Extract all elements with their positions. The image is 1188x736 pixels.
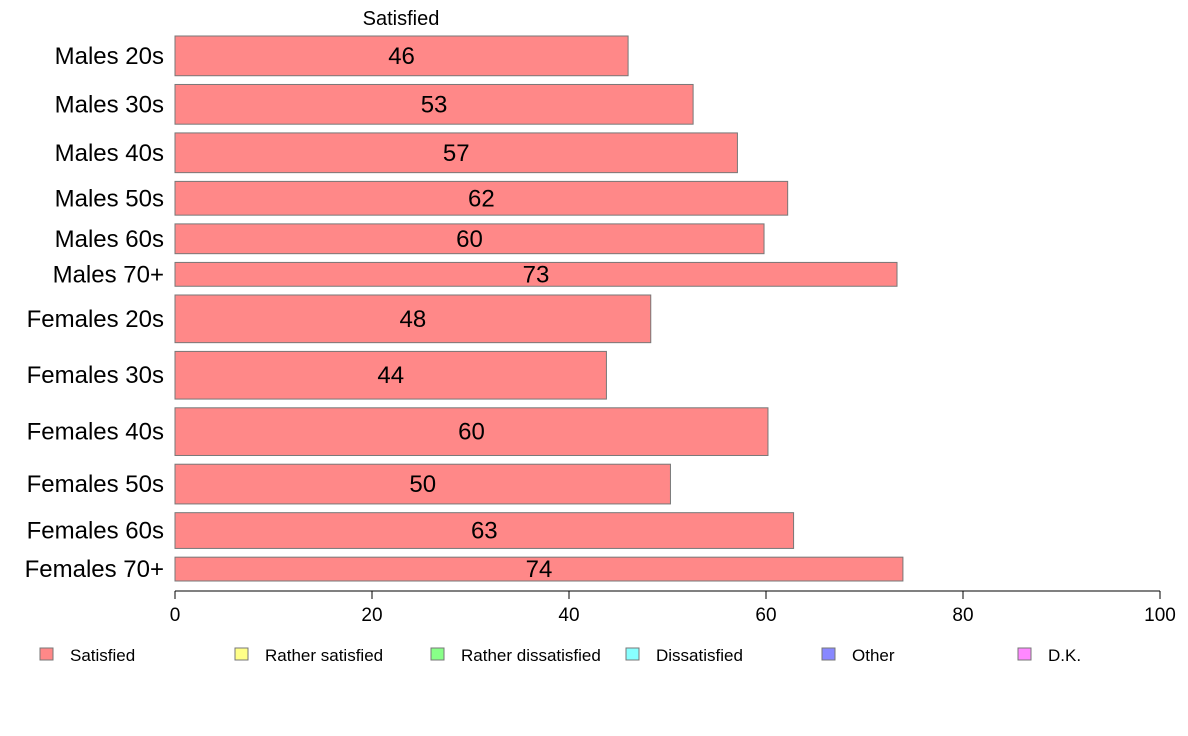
legend-label: Satisfied: [70, 646, 135, 665]
x-tick-label: 40: [558, 605, 579, 626]
legend-swatch: [430, 647, 445, 661]
legend-swatch: [625, 647, 640, 661]
value-label: 73: [523, 261, 550, 288]
value-label: 53: [421, 91, 448, 118]
category-label: Males 40s: [55, 140, 164, 167]
category-label: Males 70+: [53, 261, 164, 288]
value-label: 57: [443, 140, 470, 167]
legend-label: Rather dissatisfied: [461, 646, 601, 665]
legend-swatch: [821, 647, 836, 661]
value-label: 60: [456, 226, 483, 253]
category-label: Females 70+: [25, 556, 164, 583]
x-tick-label: 60: [755, 605, 776, 626]
bar-males-20s: [174, 35, 629, 77]
legend: Satisfied Rather satisfied Rather dissatis…: [39, 646, 1081, 665]
value-label: 48: [400, 306, 427, 333]
series-title: Satisfied: [363, 8, 440, 30]
value-label: 50: [409, 471, 436, 498]
category-label: Females 20s: [27, 306, 164, 333]
value-label: 60: [458, 419, 485, 446]
bar-females-30s: [174, 350, 607, 400]
value-label: 74: [526, 556, 553, 583]
bar-females-40s: [174, 407, 769, 456]
bar-males-70: [174, 261, 898, 287]
legend-label: Other: [852, 646, 895, 665]
bar-females-50s: [174, 463, 671, 505]
category-label: Females 50s: [27, 471, 164, 498]
legend-label: D.K.: [1048, 646, 1081, 665]
bar-females-70: [174, 556, 904, 582]
legend-swatch: [39, 647, 54, 661]
legend-label: Rather satisfied: [265, 646, 383, 665]
x-tick-label: 20: [361, 605, 382, 626]
x-tick-label: 80: [952, 605, 973, 626]
legend-swatch: [234, 647, 249, 661]
bar-females-60s: [174, 512, 795, 549]
x-axis: 0 20 40 60 80 100: [170, 590, 1176, 626]
value-label: 63: [471, 518, 498, 545]
value-label: 44: [377, 362, 404, 389]
x-tick-label: 0: [170, 605, 181, 626]
category-label: Males 60s: [55, 226, 164, 253]
bar-males-40s: [174, 132, 738, 174]
bar-males-30s: [174, 83, 694, 125]
category-label: Females 40s: [27, 419, 164, 446]
category-label: Males 20s: [55, 43, 164, 70]
category-label: Females 60s: [27, 518, 164, 545]
category-label: Females 30s: [27, 362, 164, 389]
bars-group: Males 20s 46 Males 30s 53 Males 40s 57 Males 5…: [25, 35, 904, 583]
legend-swatch: [1017, 647, 1032, 661]
bar-males-60s: [174, 223, 765, 255]
legend-label: Dissatisfied: [656, 646, 743, 665]
category-label: Males 30s: [55, 91, 164, 118]
value-label: 46: [388, 43, 415, 70]
category-label: Males 50s: [55, 185, 164, 212]
value-label: 62: [468, 185, 495, 212]
bar-males-50s: [174, 180, 789, 216]
x-tick-label: 100: [1144, 605, 1176, 626]
bar-females-20s: [174, 294, 652, 344]
